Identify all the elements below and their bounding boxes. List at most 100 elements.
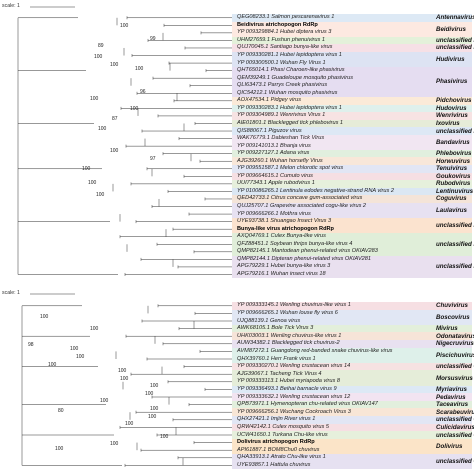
clade-band: [232, 119, 472, 128]
clade-band: [232, 202, 472, 218]
bootstrap-value: 100: [90, 96, 99, 102]
bootstrap-value: 100: [48, 362, 57, 368]
bootstrap-value: 100: [125, 421, 134, 427]
tree-leaf-label: Bunya-like virus atrichopogon RdRp: [237, 225, 334, 232]
clade-band: [232, 66, 472, 98]
tree-leaf-label: YP 009336493.1 Beihai barnacle virus 9: [237, 385, 337, 392]
clade-label: Scarabeuvirus: [436, 408, 474, 416]
tree-leaf-label: QLI63473.1 Parrys Creek phasivirus: [237, 82, 328, 89]
clade-band: [232, 172, 472, 181]
tree-leaf-label: Dolivirus atrichopogon RdRp: [237, 439, 315, 446]
bootstrap-value: 100: [40, 314, 49, 320]
clade-band: [232, 180, 472, 188]
clade-band: [232, 195, 472, 203]
clade-label: Culicidavirus: [436, 423, 474, 431]
bootstrap-value: 97: [150, 156, 156, 162]
tree-leaf-label: QMP82144.1 Dipteran phenui-related virus…: [237, 255, 372, 262]
tree-leaf-label: QHT65014.1 Phasi Charoen-like phasivirus: [237, 67, 345, 74]
bootstrap-value: 100: [130, 106, 139, 112]
tree-leaf-label: QIC54212.1 Wuhan mosquito phasivirus: [237, 89, 338, 96]
tree-leaf-label: QUJ25707.1 Grapevine associated cogu-lik…: [237, 203, 367, 210]
clade-label: Goukovirus: [436, 172, 471, 180]
tree-leaf-label: YP 009329884.1 Hubei diptera virus 3: [237, 29, 332, 36]
clade-band: [232, 393, 472, 401]
tree-leaf-label: WAK76779.1 Dabieshan Tick Virus: [237, 135, 325, 142]
tree-leaf-label: QED42733.1 Citrus concave gum-associated…: [237, 195, 363, 202]
bootstrap-value: 100: [88, 180, 97, 186]
bootstrap-value: 100: [110, 62, 119, 68]
bootstrap-value: 100: [76, 354, 85, 360]
tree-leaf-label: YP 009666266.1 Mothra virus: [237, 210, 311, 217]
tree-leaf-label: AUW34382.1 Blacklegged tick chuvirus-2: [237, 340, 340, 347]
clade-band: [232, 104, 472, 113]
clade-band: [232, 302, 472, 310]
clade-label: Morsusvirus: [436, 374, 473, 382]
clade-band: [232, 370, 472, 386]
clade-label: unclassified Bunyav: [436, 44, 474, 52]
clade-label: unclassified Chu: [436, 431, 474, 439]
tree-leaf-label: AJG39067.1 Tacheng Tick Virus 4: [237, 370, 322, 377]
clade-label: unclassified Peribuny: [436, 221, 474, 229]
clade-band: [232, 97, 472, 105]
clade-label: Rubodvirus: [436, 180, 471, 188]
tree-leaf-label: AIE01801.1 Blacklegged tick phlebovirus …: [237, 119, 344, 126]
clade-band: [232, 165, 472, 173]
tree-leaf-label: QHX27421.1 Imjin River virus 1: [237, 416, 316, 423]
bootstrap-value: 100: [98, 126, 107, 132]
clade-band: [232, 187, 472, 196]
tree-leaf-label: UCW41650.1 Turkana Chu-like virus: [237, 431, 328, 438]
clade-label: unclassified Phenuiv: [436, 36, 474, 44]
bootstrap-value: 100: [96, 192, 105, 198]
clade-label: Ixovirus: [436, 119, 460, 127]
tree-leaf-label: YP 009141013.1 Bhanja virus: [237, 142, 311, 149]
clade-band: [232, 36, 472, 45]
bootstrap-value: 98: [28, 342, 34, 348]
bootstrap-value: 100: [110, 441, 119, 447]
clade-label: Taceavirus: [436, 401, 469, 409]
tree-leaf-label: YP 009666256.1 Wuchang Cockroach Virus 3: [237, 408, 351, 415]
clade-label: unclassified Chu: [436, 363, 474, 371]
tree-leaf-label: UYE93857.1 Hattula chuvirus: [237, 461, 311, 468]
clade-label: Beidivirus: [436, 25, 466, 33]
bootstrap-value: 100: [135, 66, 144, 72]
clade-label: unclassified Ribov: [436, 127, 474, 135]
clade-band: [232, 21, 472, 37]
clade-band: [232, 134, 472, 150]
clade-label: Bandavirus: [436, 138, 470, 146]
tree-leaf-label: AOX47534.1 Pidgey virus: [237, 97, 302, 104]
tree-leaf-label: YP 010086265.1 Lentinula edodes negative…: [237, 187, 394, 194]
clade-band: [232, 112, 472, 120]
clade-label: unclassified Chu: [436, 458, 474, 466]
bootstrap-value: 100: [120, 376, 129, 382]
tree-leaf-label: YP 009330283.1 Hubei lepidoptera virus 1: [237, 104, 342, 111]
scale-bar-label-bottom: scale: 1: [2, 290, 20, 296]
clade-label: Phlebovirus: [436, 150, 472, 158]
clade-band: [232, 255, 472, 279]
clade-band: [232, 332, 472, 340]
clade-label: Horwuvirus: [436, 157, 471, 165]
bootstrap-value: 100: [150, 383, 159, 389]
tree-leaf-label: UHK03003.1 Wenling chuvirus-like virus 1: [237, 332, 342, 339]
clade-label: Wenrivirus: [436, 112, 468, 120]
tree-leaf-label: QPB73971.1 Hymenopteran chu-related viru…: [237, 401, 378, 408]
clade-label: Coguvirus: [436, 195, 467, 203]
clade-label: Pedavirus: [436, 393, 466, 401]
bootstrap-value: 96: [140, 89, 146, 95]
clade-band: [232, 51, 472, 67]
bootstrap-value: 100: [55, 446, 64, 452]
bootstrap-value: 99: [150, 36, 156, 42]
tree-leaf-label: AXQ04769.1 Culex Bunya-like virus: [237, 233, 326, 240]
clade-label: unclassified Phenuiv: [436, 240, 474, 248]
clade-band: [232, 127, 472, 135]
clade-label: Nigecruvirus: [436, 340, 474, 348]
tree-leaf-label: Beidivirus atrichopogon RdRp: [237, 21, 318, 28]
clade-label: Dolivirus: [436, 442, 463, 450]
tree-leaf-label: YP 009333113.1 Hubei myriapoda virus 8: [237, 378, 340, 385]
tree-leaf-label: YP 009333145.1 Wenling chuvirus-like vir…: [237, 302, 351, 309]
bootstrap-value: 100: [150, 406, 159, 412]
bootstrap-value: 100: [100, 398, 109, 404]
tree-leaf-label: YP 009664615.1 Cumuto virus: [237, 172, 313, 179]
bootstrap-value: 100: [148, 414, 157, 420]
